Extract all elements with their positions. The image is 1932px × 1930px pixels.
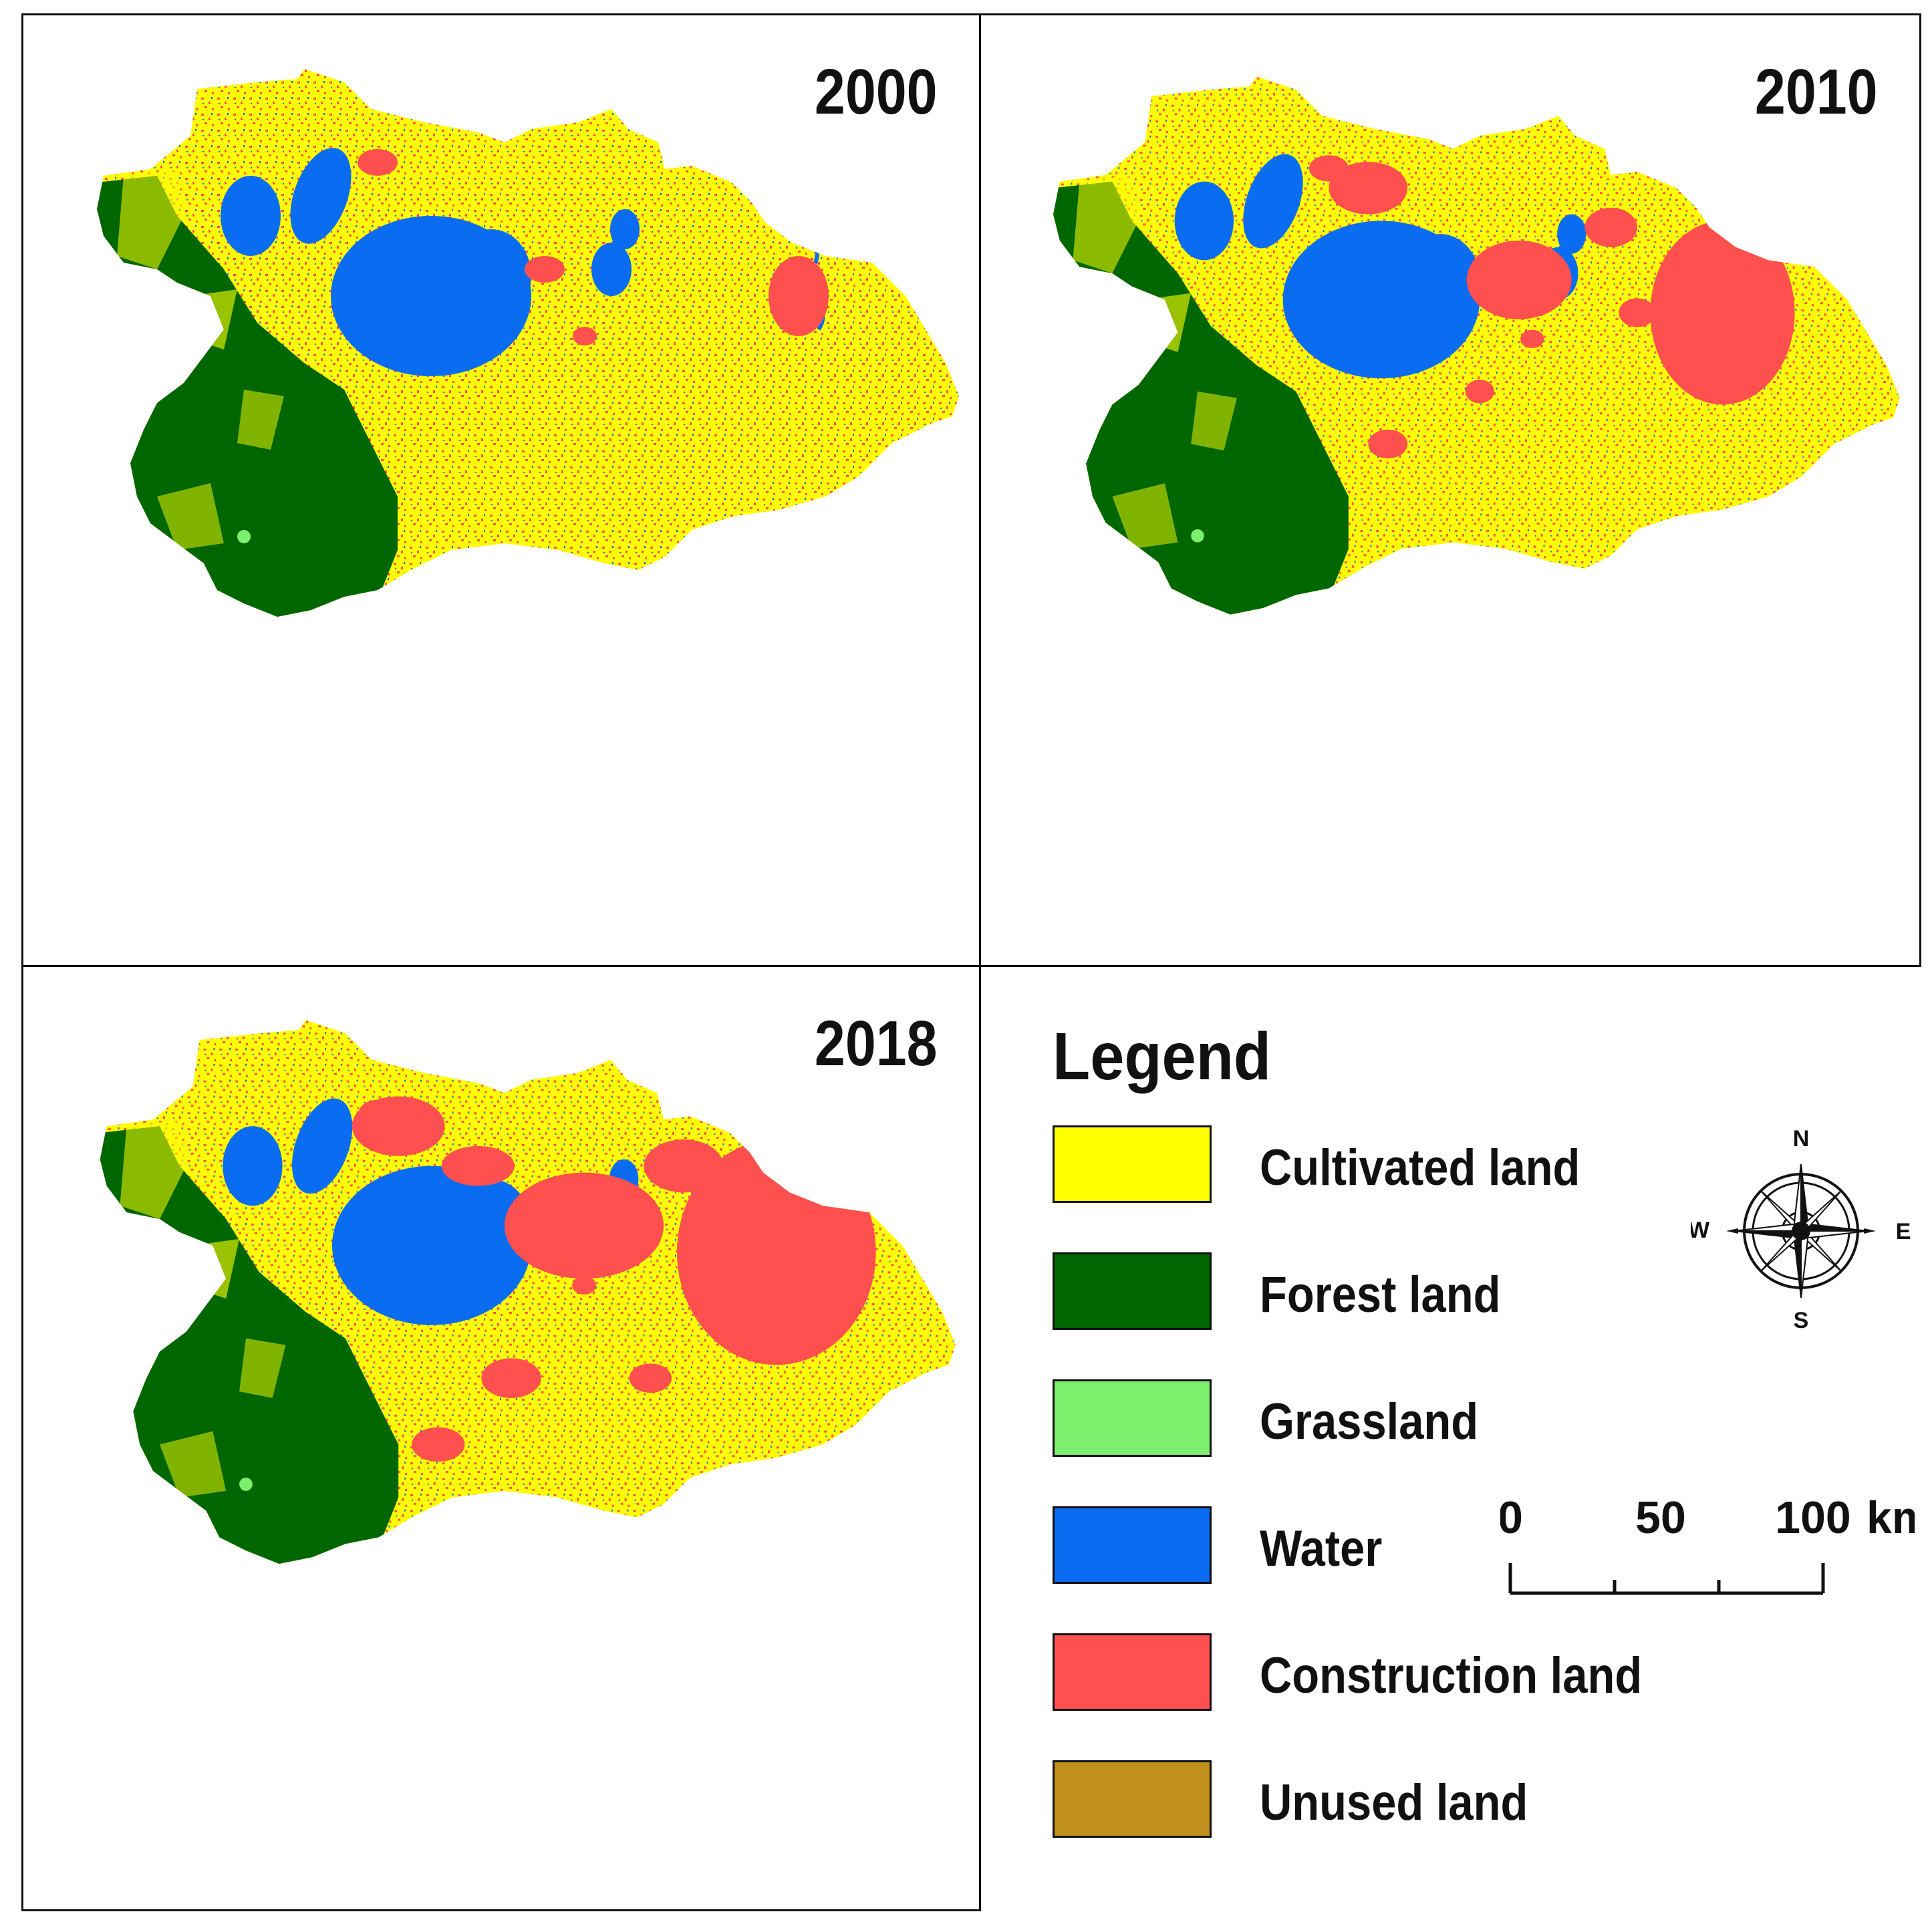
legend-item-cultivated: Cultivated land [1053, 1125, 1654, 1206]
legend-label: Forest land [1260, 1266, 1501, 1323]
legend-item-forest: Forest land [1053, 1252, 1654, 1333]
legend-item-unused: Unused land [1053, 1760, 1654, 1840]
legend-item-construction: Construction land [1053, 1633, 1654, 1713]
scale-tick-label-0: 0 [1500, 1492, 1523, 1543]
land-use-map-2000 [23, 15, 981, 967]
compass-east-label: E [1896, 1219, 1911, 1244]
legend-title: Legend [1053, 1019, 1272, 1094]
scale-tick-label-100: 100 [1775, 1492, 1850, 1543]
scale-tick-label-50: 50 [1635, 1492, 1686, 1543]
scale-bar: 0 50 100 km [1500, 1492, 1915, 1595]
legend-item-water: Water [1053, 1506, 1654, 1587]
legend-label: Cultivated land [1260, 1139, 1580, 1196]
legend-swatch [1053, 1125, 1212, 1203]
compass-south-label: S [1794, 1308, 1809, 1333]
legend-swatch [1053, 1633, 1212, 1711]
scale-unit-label: km [1867, 1492, 1915, 1543]
compass-north-label: N [1793, 1127, 1810, 1151]
legend-label: Construction land [1260, 1647, 1643, 1704]
legend-swatch [1053, 1760, 1212, 1838]
legend-label: Water [1260, 1520, 1383, 1577]
legend-label: Unused land [1260, 1774, 1528, 1831]
scale-bar-line [1508, 1563, 1825, 1595]
panel-year-2010: 2010 [1755, 56, 1878, 128]
panel-year-2018: 2018 [815, 1008, 938, 1079]
legend-swatch [1053, 1252, 1212, 1330]
map-panel-2018: 2018 [21, 965, 981, 1911]
legend-area: Legend Cultivated land Forest land Grass… [979, 965, 1921, 1911]
land-use-map-2010 [981, 15, 1921, 967]
land-use-map-2018 [23, 967, 981, 1911]
legend-swatch [1053, 1379, 1212, 1457]
legend-item-grassland: Grassland [1053, 1379, 1654, 1460]
north-arrow-compass-icon: N S E W [1691, 1127, 1911, 1333]
panel-year-2000: 2000 [815, 56, 938, 128]
legend-label: Grassland [1260, 1393, 1479, 1450]
map-panel-2000: 2000 [21, 13, 981, 967]
compass-west-label: W [1691, 1218, 1710, 1243]
map-panel-2010: 2010 [979, 13, 1921, 967]
legend-swatch [1053, 1506, 1212, 1584]
